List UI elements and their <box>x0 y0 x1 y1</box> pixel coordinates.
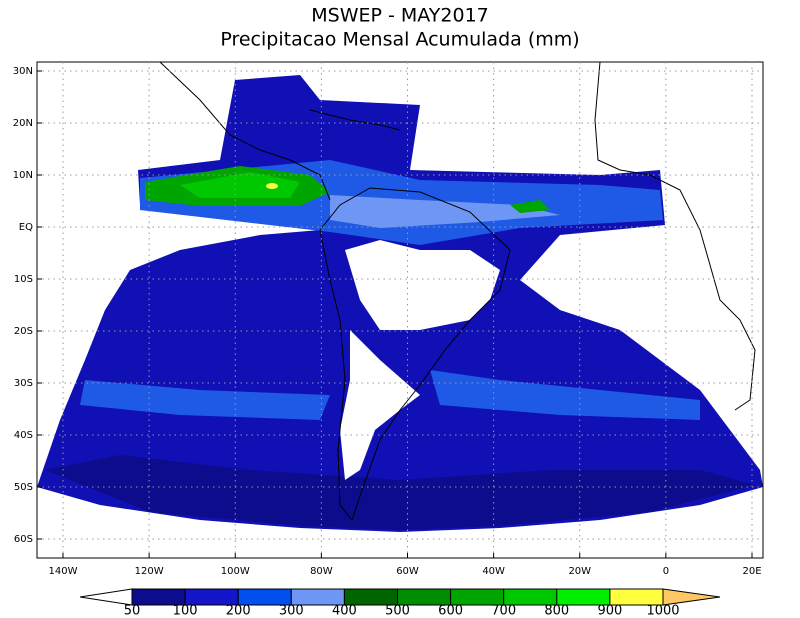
lat-label: EQ <box>19 222 33 233</box>
precipitation-field <box>37 75 763 552</box>
title: MSWEP - MAY2017 <box>311 5 489 27</box>
colorbar-label: 50 <box>124 604 141 618</box>
colorbar-label: 900 <box>597 604 622 618</box>
lon-label: 20E <box>742 566 761 577</box>
subtitle: Precipitacao Mensal Acumulada (mm) <box>220 29 579 51</box>
lon-label: 80W <box>310 566 333 577</box>
lat-label: 30N <box>13 66 33 77</box>
colorbar-label: 600 <box>438 604 463 618</box>
map-frame <box>36 61 764 559</box>
lon-label: 0 <box>663 566 669 577</box>
colorbar-label: 800 <box>544 604 569 618</box>
lon-label: 20W <box>568 566 591 577</box>
colorbar-label: 700 <box>491 604 516 618</box>
lon-label: 40W <box>482 566 505 577</box>
colorbar-label: 1000 <box>646 604 679 618</box>
lat-label: 20S <box>14 326 33 337</box>
lat-label: 10S <box>14 274 33 285</box>
lon-label: 100W <box>221 566 250 577</box>
colorbar-over <box>662 588 721 606</box>
lon-label: 120W <box>135 566 164 577</box>
lon-label: 60W <box>396 566 419 577</box>
colorbar-label: 200 <box>226 604 251 618</box>
lat-label: 10N <box>13 170 33 181</box>
lat-label: 30S <box>14 378 33 389</box>
lat-label: 50S <box>14 482 33 493</box>
lat-label: 40S <box>14 430 33 441</box>
colorbar-label: 300 <box>279 604 304 618</box>
lat-label: 20N <box>13 118 33 129</box>
lat-label: 60S <box>14 534 33 545</box>
lon-label: 140W <box>49 566 78 577</box>
colorbar-label: 100 <box>173 604 198 618</box>
coastlines <box>159 61 756 522</box>
colorbar-label: 500 <box>385 604 410 618</box>
colorbar-label: 400 <box>332 604 357 618</box>
